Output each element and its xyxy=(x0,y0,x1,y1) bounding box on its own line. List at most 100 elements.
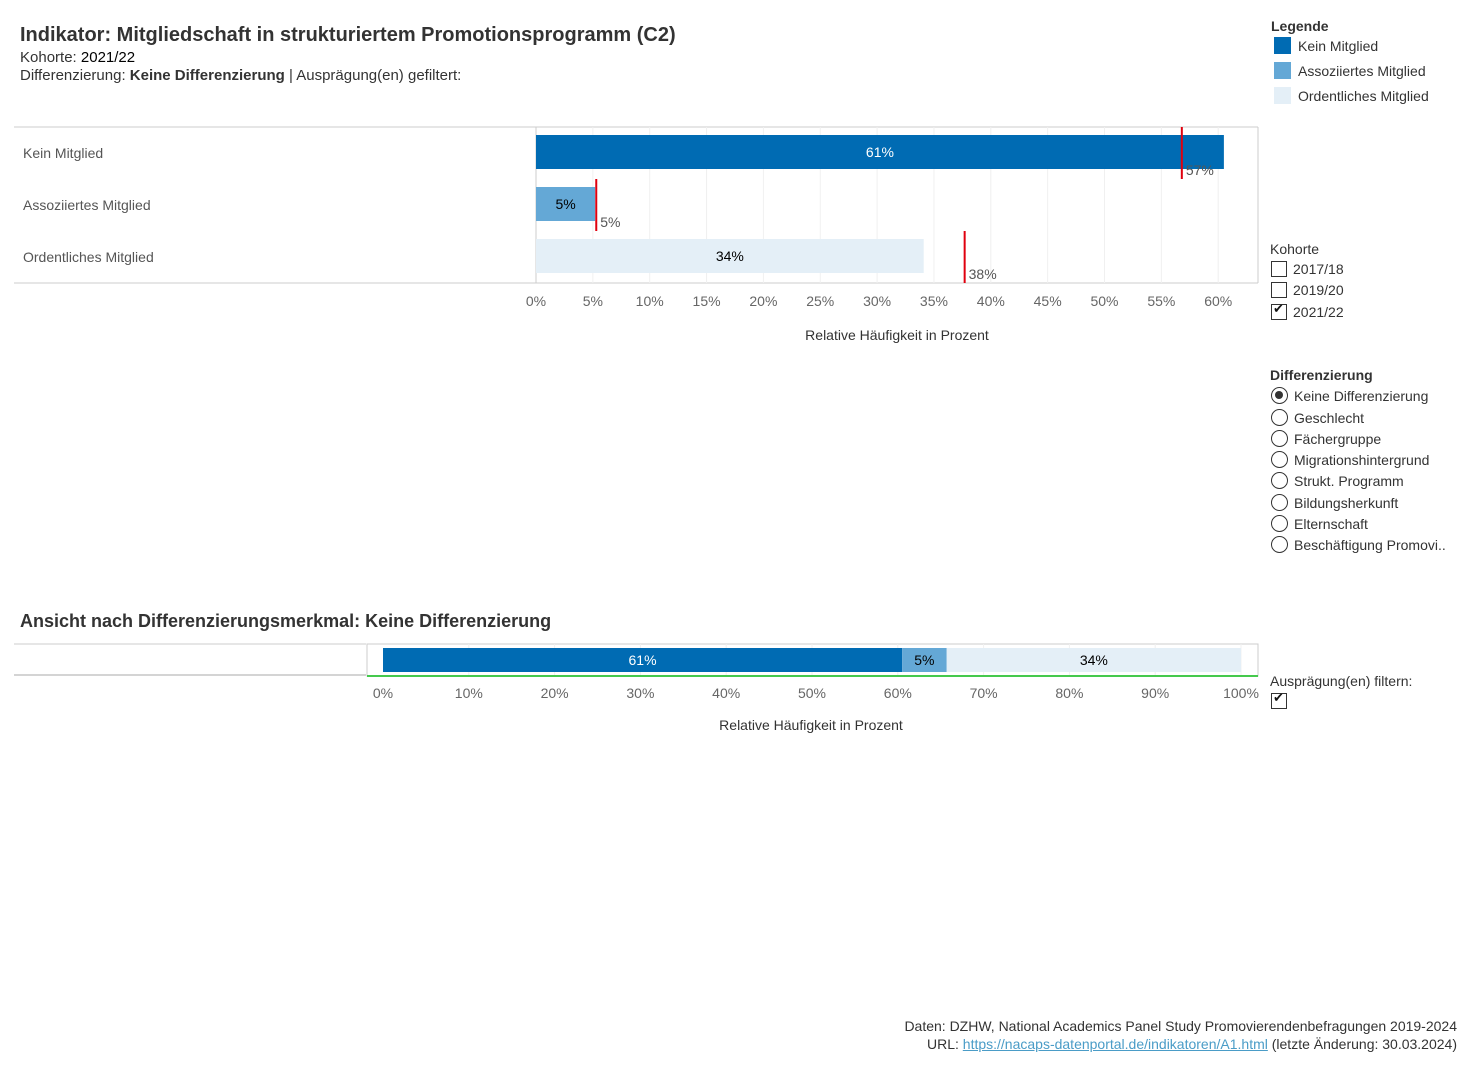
legend-item-assoziiertes-mitglied: Assoziiertes Mitglied xyxy=(1274,62,1426,79)
kohorte-option-2017-18[interactable]: 2017/18 xyxy=(1271,261,1344,277)
legend-title: Legende xyxy=(1271,18,1329,34)
checkbox[interactable] xyxy=(1271,261,1287,277)
category-label: Ordentliches Mitglied xyxy=(23,249,154,265)
section2-title: Ansicht nach Differenzierungsmerkmal: Ke… xyxy=(20,611,552,631)
category-label: Assoziiertes Mitglied xyxy=(23,197,151,213)
bar-value-label: 34% xyxy=(716,248,744,264)
x-tick-label: 5% xyxy=(583,293,603,309)
bar xyxy=(536,239,924,273)
legend-label: Assoziiertes Mitglied xyxy=(1298,62,1426,79)
kohorte-value: 2021/22 xyxy=(80,49,136,66)
footer-url-label: URL: xyxy=(926,1036,959,1052)
x-tick-label: 10% xyxy=(636,293,664,309)
checkbox-label: 2019/20 xyxy=(1293,282,1344,298)
radio[interactable] xyxy=(1271,515,1288,532)
legend-swatch xyxy=(1274,37,1291,54)
legend-swatch xyxy=(1274,87,1291,104)
kohorte-subtitle: Kohorte: 2021/22 xyxy=(20,49,135,66)
x-tick-label: 90% xyxy=(1141,685,1169,701)
x-tick-label: 45% xyxy=(1034,293,1062,309)
x-tick-label: 55% xyxy=(1147,293,1175,309)
radio[interactable] xyxy=(1271,494,1288,511)
reference-label: 57% xyxy=(1186,162,1214,178)
radio[interactable] xyxy=(1271,430,1288,447)
segment-value-label: 34% xyxy=(1080,652,1108,668)
legend-label: Kein Mitglied xyxy=(1298,37,1379,54)
auspraegung-filter-title: Ausprägung(en) filtern: xyxy=(1270,673,1413,689)
diff-option-keine[interactable]: Keine Differenzierung xyxy=(1271,387,1428,404)
legend-item-kein-mitglied: Kein Mitglied xyxy=(1274,37,1378,54)
checkbox-label: 2017/18 xyxy=(1293,261,1344,277)
stacked-segment xyxy=(383,648,903,672)
x-tick-label: 40% xyxy=(712,685,740,701)
checkbox-checked[interactable] xyxy=(1271,691,1287,709)
diff-option-geschlecht[interactable]: Geschlecht xyxy=(1271,409,1364,426)
diff-option-faechergruppe[interactable]: Fächergruppe xyxy=(1271,430,1381,447)
diff-option-bildungsherkunft[interactable]: Bildungsherkunft xyxy=(1271,494,1398,511)
x-tick-label: 20% xyxy=(749,293,777,309)
checkbox[interactable] xyxy=(1271,282,1287,298)
x-tick-label: 60% xyxy=(884,685,912,701)
x-tick-label: 0% xyxy=(526,293,546,309)
x-axis-title: Relative Häufigkeit in Prozent xyxy=(805,327,989,343)
x-tick-label: 20% xyxy=(541,685,569,701)
radio[interactable] xyxy=(1271,536,1288,553)
x-tick-label: 0% xyxy=(373,685,393,701)
x-tick-label: 60% xyxy=(1204,293,1232,309)
radio-label: Geschlecht xyxy=(1294,409,1365,426)
x-tick-label: 15% xyxy=(693,293,721,309)
radio[interactable] xyxy=(1271,451,1288,468)
legend-swatch xyxy=(1274,62,1291,79)
x-tick-label: 30% xyxy=(626,685,654,701)
segment-value-label: 5% xyxy=(914,652,934,668)
footer-url-link[interactable]: https://nacaps-datenportal.de/indikatore… xyxy=(962,1036,1268,1052)
x-tick-label: 70% xyxy=(970,685,998,701)
x-tick-label: 30% xyxy=(863,293,891,309)
radio-label: Keine Differenzierung xyxy=(1294,387,1429,404)
bar xyxy=(536,135,1224,169)
footer-url-line: URL: https://nacaps-datenportal.de/indik… xyxy=(904,1035,1457,1053)
reference-label: 38% xyxy=(969,266,997,282)
footer-source: Daten: DZHW, National Academics Panel St… xyxy=(904,1018,1457,1034)
category-label: Kein Mitglied xyxy=(23,145,103,161)
main-bar-chart: Kein Mitglied 61% 57% Assoziiertes Mitglied… xyxy=(14,126,1259,343)
radio[interactable] xyxy=(1271,409,1288,426)
x-tick-label: 80% xyxy=(1055,685,1083,701)
x-axis-title: Relative Häufigkeit in Prozent xyxy=(719,717,903,733)
x-tick-label: 100% xyxy=(1223,685,1259,701)
stacked-segment xyxy=(946,648,1241,672)
x-tick-label: 50% xyxy=(1090,293,1118,309)
legend-label: Ordentliches Mitglied xyxy=(1298,87,1429,104)
page-title: Indikator: Mitgliedschaft in strukturier… xyxy=(20,24,676,46)
auspraegung-filter-checkbox[interactable] xyxy=(1271,691,1293,709)
differenzierung-filter-title: Differenzierung xyxy=(1270,367,1373,383)
kohorte-label: Kohorte: xyxy=(20,49,77,66)
checkbox-label: 2021/22 xyxy=(1293,304,1344,320)
kohorte-filter-title: Kohorte xyxy=(1270,241,1320,257)
bar-value-label: 61% xyxy=(866,144,894,160)
radio[interactable] xyxy=(1271,472,1288,489)
diff-option-migrationshintergrund[interactable]: Migrationshintergrund xyxy=(1271,451,1429,468)
x-tick-label: 35% xyxy=(920,293,948,309)
kohorte-option-2021-22[interactable]: 2021/22 xyxy=(1271,302,1344,320)
checkbox-checked[interactable] xyxy=(1271,302,1287,320)
footer: Daten: DZHW, National Academics Panel St… xyxy=(904,1017,1457,1053)
diff-value: Keine Differenzierung xyxy=(129,67,285,84)
segment-value-label: 61% xyxy=(629,652,657,668)
footer-changed: (letzte Änderung: 30.03.2024) xyxy=(1271,1036,1457,1052)
diff-label: Differenzierung: xyxy=(20,67,126,84)
diff-option-beschaeftigung[interactable]: Beschäftigung Promovi.. xyxy=(1271,536,1446,553)
bar-value-label: 5% xyxy=(555,196,575,212)
radio-label: Strukt. Programm xyxy=(1294,472,1404,489)
radio-label: Elternschaft xyxy=(1294,515,1368,532)
x-tick-label: 10% xyxy=(455,685,483,701)
kohorte-option-2019-20[interactable]: 2019/20 xyxy=(1271,282,1344,298)
radio-label: Beschäftigung Promovi.. xyxy=(1294,536,1446,553)
x-tick-label: 50% xyxy=(798,685,826,701)
x-tick-label: 40% xyxy=(977,293,1005,309)
radio-selected[interactable] xyxy=(1271,387,1288,404)
x-tick-label: 25% xyxy=(806,293,834,309)
diff-option-elternschaft[interactable]: Elternschaft xyxy=(1271,515,1368,532)
diff-option-strukt-programm[interactable]: Strukt. Programm xyxy=(1271,472,1404,489)
radio-label: Bildungsherkunft xyxy=(1294,494,1399,511)
